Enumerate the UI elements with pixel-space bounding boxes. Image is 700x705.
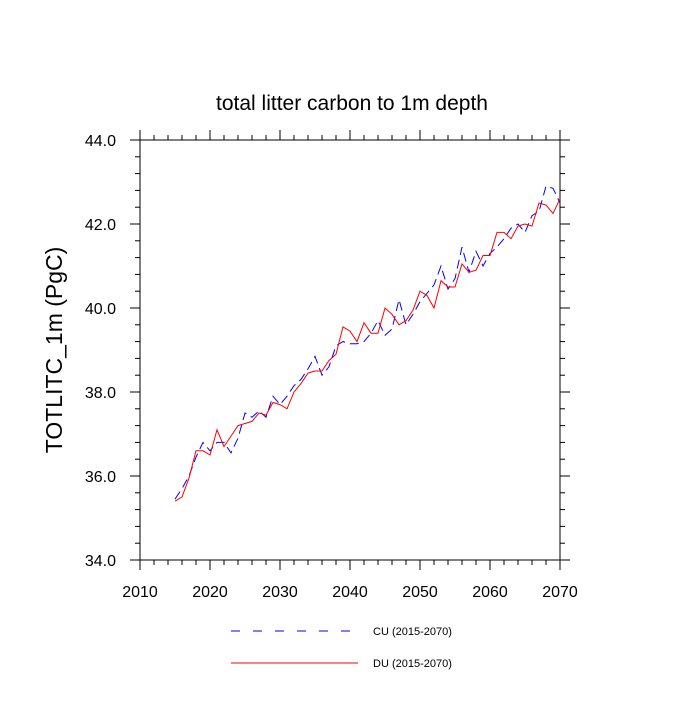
plot-frame <box>139 139 561 561</box>
y-tick-label: 40.0 <box>85 301 116 318</box>
x-tick-label: 2020 <box>192 584 228 601</box>
x-tick-label: 2070 <box>542 584 578 601</box>
x-tick-label: 2030 <box>262 584 298 601</box>
y-tick-label: 42.0 <box>85 217 116 234</box>
y-axis-label: TOTLITC_1m (PgC) <box>41 247 67 454</box>
legend-label-du: DU (2015-2070) <box>373 658 452 670</box>
chart-title: total litter carbon to 1m depth <box>216 92 488 115</box>
legend-label-cu: CU (2015-2070) <box>373 626 452 638</box>
x-tick-label: 2040 <box>332 584 368 601</box>
series-line-du <box>174 198 561 502</box>
y-tick-label: 34.0 <box>85 553 116 570</box>
x-axis: 2010 2020 2030 2040 2050 2060 2070 <box>122 130 578 601</box>
series-layer <box>174 185 561 502</box>
x-tick-label: 2050 <box>402 584 438 601</box>
x-tick-label: 2010 <box>122 584 158 601</box>
y-axis: 34.0 36.0 38.0 40.0 42.0 44.0 <box>85 133 570 570</box>
legend: CU (2015-2070) DU (2015-2070) <box>231 626 452 670</box>
y-tick-label: 44.0 <box>85 133 116 150</box>
y-tick-label: 38.0 <box>85 385 116 402</box>
plot-area <box>139 139 561 561</box>
y-tick-label: 36.0 <box>85 469 116 486</box>
x-tick-label: 2060 <box>472 584 508 601</box>
series-line-cu <box>174 185 561 500</box>
